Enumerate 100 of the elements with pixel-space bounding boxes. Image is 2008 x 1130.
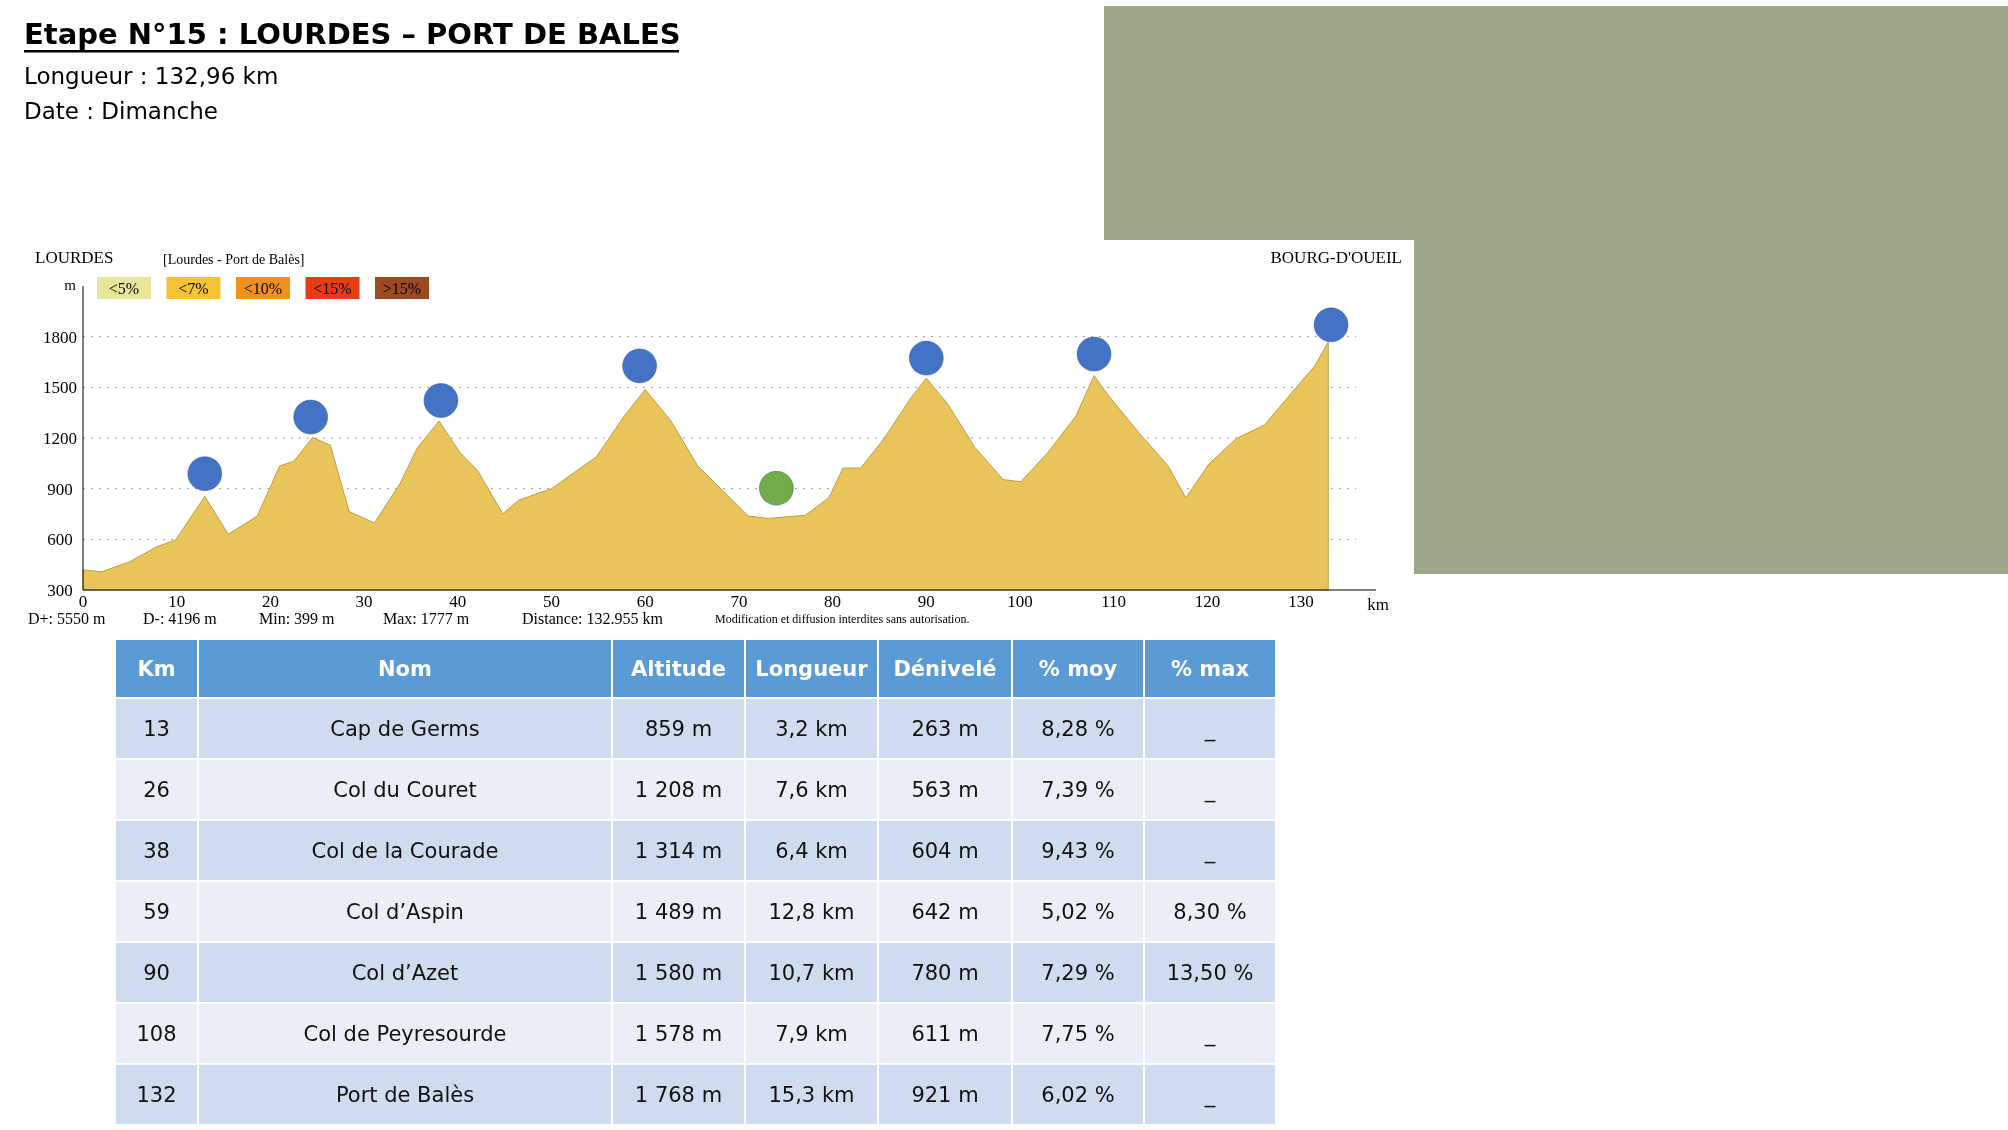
text: _ [1204,1083,1216,1107]
y-tick-label: 1200 [43,429,77,448]
category-label: Nom [378,657,432,681]
text: 1 314 m [634,839,723,863]
text: 3,2 km [775,717,848,741]
chart-subtitle: Longueur : 132,96 km [24,63,279,89]
text: LOURDES [35,248,114,267]
text: 1 580 m [634,961,723,985]
text: 604 m [911,839,979,863]
annotation: >15% [382,280,422,297]
annotation: <5% [108,280,140,297]
y-tick-label: 1800 [43,327,77,347]
point [759,470,794,506]
text: 108 [136,1022,177,1046]
text: 59 [143,900,170,924]
text: 263 m [911,717,979,741]
point [909,340,944,376]
text: 8,30 % [1173,900,1247,924]
text: 8,28 % [1041,717,1115,741]
text: Col d’Aspin [346,900,464,924]
text: _ [1204,778,1216,802]
text: BOURG-D'OUEIL [1270,248,1402,267]
x-tick-label: 120 [1194,592,1221,611]
text: 1 208 m [634,778,723,802]
text: 13,50 % [1166,961,1254,985]
text: 7,6 km [775,778,848,802]
text: Col du Couret [333,778,477,802]
chart-title: Etape N°15 : LOURDES – PORT DE BALES [24,17,681,51]
text: 9,43 % [1041,839,1115,863]
y-tick-label: 600 [47,530,73,550]
category-label: % moy [1038,657,1118,681]
text: Min: 399 m [259,610,336,627]
category-label: % max [1171,657,1250,681]
annotation: <10% [243,280,283,297]
annotation: <15% [313,280,352,297]
x-tick-label: 70 [730,592,748,611]
point [622,348,657,384]
x-tick-label: 40 [449,592,467,611]
text: _ [1204,839,1216,863]
x-tick-label: 10 [168,592,186,611]
text: 1 489 m [634,900,723,924]
text: _ [1204,1022,1216,1046]
point [293,399,328,435]
category-label: Km [137,657,176,681]
text: 5,02 % [1041,900,1115,924]
x-tick-label: 80 [824,592,842,611]
text: Date : Dimanche [24,98,218,124]
text: 6,02 % [1041,1083,1115,1107]
x-tick-label: 130 [1288,592,1314,611]
y-axis-title: m [64,277,77,293]
x-tick-label: 20 [261,592,279,611]
category-label: Longueur [755,657,869,681]
x-tick-label: 50 [543,592,560,611]
text: D-: 4196 m [143,610,218,627]
text: Distance: 132.955 km [522,610,664,627]
text: 6,4 km [775,839,848,863]
text: 15,3 km [768,1083,855,1107]
y-tick-label: 300 [47,581,73,600]
point [423,383,459,418]
text: Col de la Courade [311,839,499,863]
text: [Lourdes - Port de Balès] [163,252,305,267]
text: 7,9 km [775,1022,848,1046]
text: 1 768 m [634,1083,723,1107]
text: 611 m [911,1022,979,1046]
text: 563 m [911,778,979,802]
text: 7,29 % [1041,961,1115,985]
point [1076,336,1112,372]
text: D+: 5550 m [28,610,107,627]
category-label: Altitude [631,657,726,681]
x-tick-label: 90 [917,592,935,611]
text: Port de Balès [335,1083,475,1107]
text: Max: 1777 m [383,610,470,627]
text: 90 [143,961,170,985]
y-tick-label: 900 [47,479,73,499]
text: 13 [143,717,170,741]
point [187,456,223,491]
point [1313,307,1349,343]
x-tick-label: 60 [636,592,654,611]
text: 921 m [911,1083,979,1107]
text: 1 578 m [634,1022,723,1046]
y-tick-label: 1500 [43,378,77,398]
annotation: <7% [178,280,209,297]
text: Cap de Germs [330,717,480,741]
text: 7,39 % [1041,778,1115,802]
text: Col d’Azet [351,961,459,985]
x-tick-label: 30 [355,592,373,611]
text: 12,8 km [768,900,855,924]
x-axis-title: km [1367,595,1389,614]
x-tick-label: 100 [1007,592,1033,611]
text: 859 m [644,717,713,741]
text: _ [1204,717,1216,741]
text: 38 [143,839,170,863]
text: 642 m [911,900,979,924]
x-tick-label: 110 [1101,592,1127,611]
text: 26 [143,778,170,802]
text: 7,75 % [1041,1022,1115,1046]
text: Col de Peyresourde [303,1022,507,1046]
text: 780 m [911,961,979,985]
x-tick-label: 0 [78,592,88,611]
text: 132 [136,1083,177,1107]
